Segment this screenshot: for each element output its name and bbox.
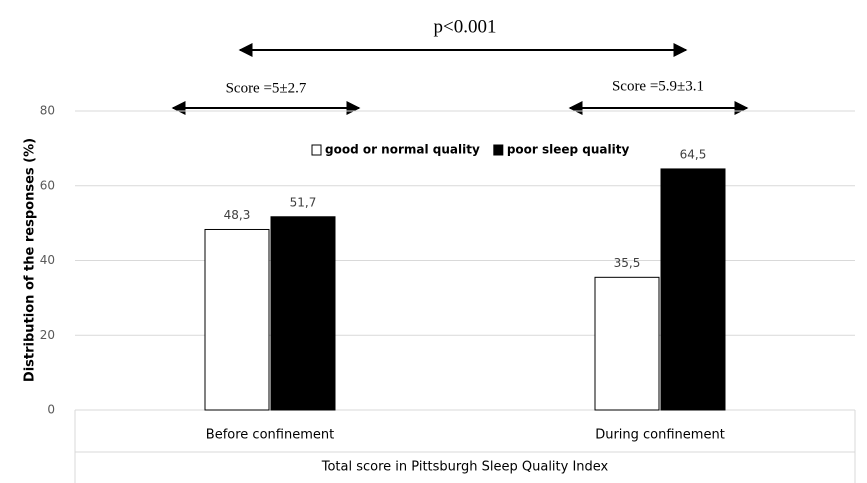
annotation: p<0.001 (434, 16, 497, 37)
bar (204, 228, 270, 411)
bar (660, 168, 726, 411)
x-tick-label: Before confinement (206, 428, 334, 443)
value-label: 35,5 (614, 256, 641, 270)
annotation: Score =5±2.7 (226, 80, 307, 96)
value-label: 48,3 (224, 208, 251, 222)
y-tick-label: 0 (47, 403, 55, 417)
y-axis-title: Distribution of the responses (%) (23, 138, 38, 382)
bar (270, 216, 336, 411)
legend-swatch (493, 144, 504, 156)
annotation: Score =5.9±3.1 (612, 78, 704, 94)
legend-label: good or normal quality (325, 143, 480, 157)
value-label: 51,7 (290, 195, 317, 209)
y-tick-label: 40 (40, 253, 55, 267)
bar (594, 276, 660, 411)
y-tick-label: 20 (40, 328, 55, 342)
legend-swatch (311, 144, 322, 156)
x-axis-title: Total score in Pittsburgh Sleep Quality … (321, 460, 609, 475)
y-tick-label: 80 (40, 104, 55, 118)
x-tick-label: During confinement (595, 428, 725, 443)
value-label: 64,5 (680, 147, 707, 161)
legend-label: poor sleep quality (507, 143, 630, 157)
y-tick-label: 60 (40, 178, 55, 192)
